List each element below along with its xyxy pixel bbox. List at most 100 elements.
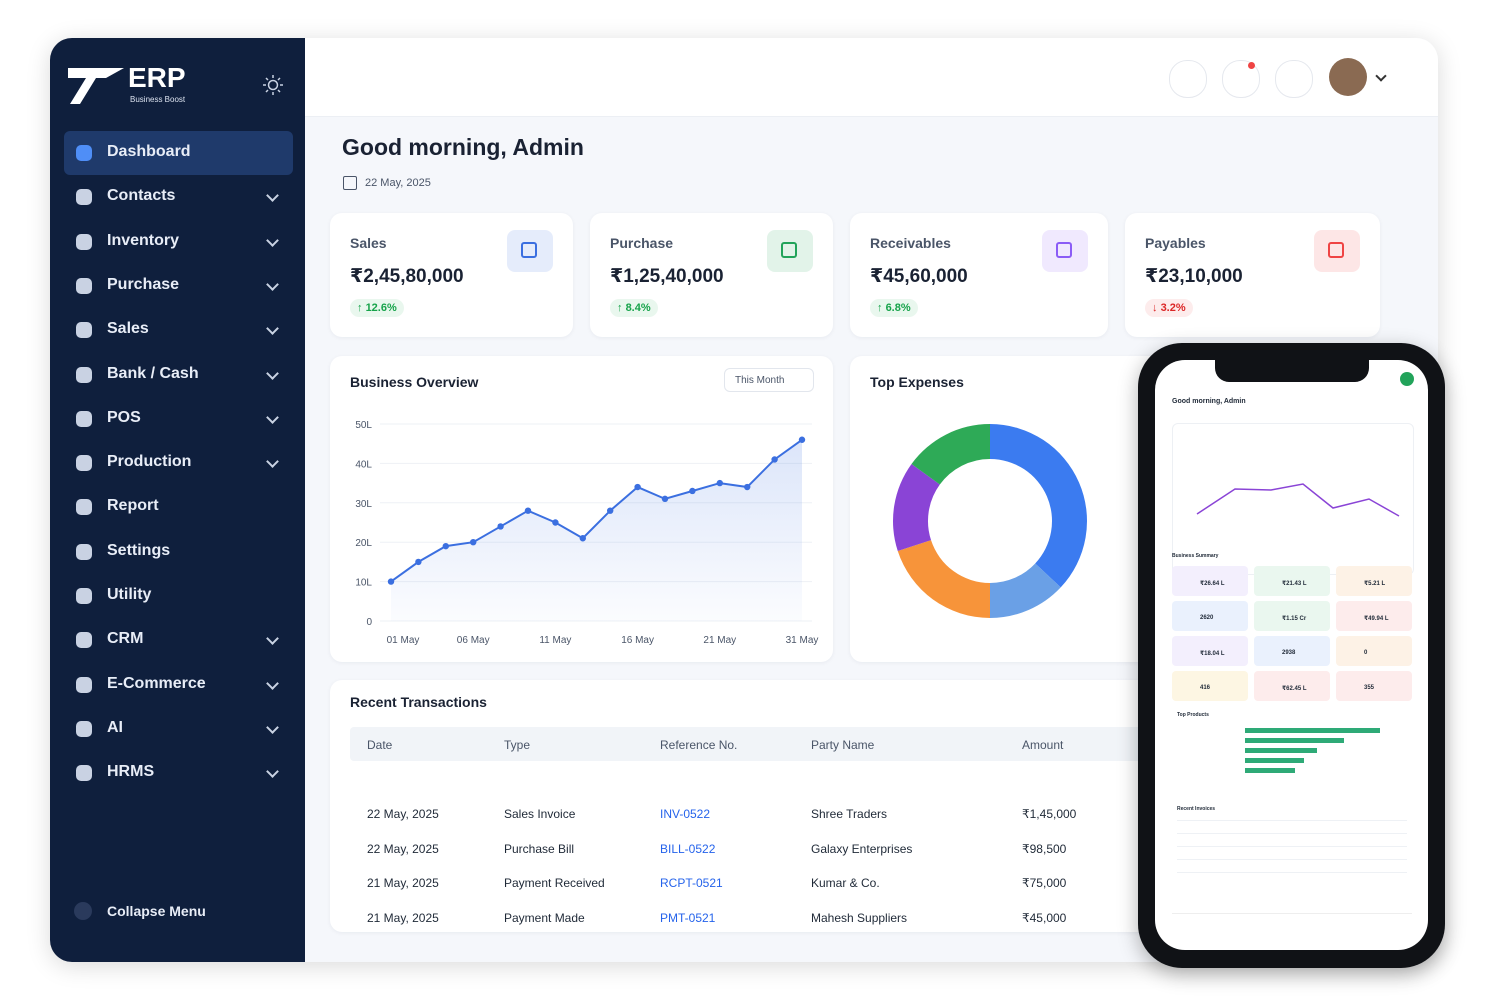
transactions-card: Recent Transactions Date Type Reference No… bbox=[330, 680, 1190, 932]
phone-summary-cell: ₹18.04 L bbox=[1172, 636, 1248, 666]
nav-item[interactable]: Purchase bbox=[107, 275, 180, 293]
nav-item[interactable]: Utility bbox=[107, 586, 152, 603]
nav-item[interactable]: HRMS bbox=[107, 763, 155, 781]
change-value: 3.2% bbox=[1160, 302, 1186, 314]
period-filter[interactable]: This Month bbox=[724, 368, 814, 392]
donut-slice bbox=[911, 424, 990, 485]
column-header: Reference No. bbox=[660, 738, 738, 752]
line-point bbox=[716, 479, 723, 487]
y-tick-label: 10L bbox=[355, 578, 372, 589]
kpi-icon bbox=[767, 230, 813, 272]
collapse-menu[interactable]: Collapse Menu bbox=[107, 903, 206, 919]
avatar[interactable] bbox=[1329, 58, 1367, 96]
date: 22 May, 2025 bbox=[365, 177, 431, 189]
kpi-change: ↑ 8.4% bbox=[610, 299, 658, 317]
nav-item[interactable]: E-Commerce bbox=[107, 674, 206, 692]
collapse-icon bbox=[74, 902, 92, 920]
theme-toggle[interactable] bbox=[262, 74, 284, 96]
notifications-button[interactable] bbox=[1222, 60, 1260, 98]
kpi-icon-glyph bbox=[1056, 242, 1072, 258]
nav-icon bbox=[76, 632, 92, 649]
phone-summary-cell: ₹1.15 Cr bbox=[1254, 601, 1330, 631]
kpi-label: Sales bbox=[350, 235, 387, 251]
nav-item[interactable]: Dashboard bbox=[107, 143, 191, 160]
kpi-value: ₹23,10,000 bbox=[1145, 266, 1243, 287]
nav-item[interactable]: Contacts bbox=[107, 187, 176, 205]
x-tick-label: 06 May bbox=[457, 635, 490, 646]
phone-summary-value: 0 bbox=[1364, 650, 1368, 656]
nav-item[interactable]: Bank / Cash bbox=[107, 364, 199, 382]
search-button[interactable] bbox=[1169, 60, 1207, 98]
nav-item[interactable]: Inventory bbox=[107, 231, 180, 249]
table-cell: ₹75,000 bbox=[1022, 876, 1067, 891]
table-cell: ₹1,45,000 bbox=[1022, 807, 1077, 821]
change-arrow: ↑ bbox=[877, 302, 886, 314]
kpi-icon bbox=[507, 230, 553, 272]
donut-slice bbox=[892, 463, 940, 551]
phone-summary-cell: ₹21.43 L bbox=[1254, 566, 1330, 596]
line-point bbox=[634, 483, 641, 491]
line-point bbox=[771, 456, 778, 463]
phone-mockup: Good morning, Admin Business Summary Top… bbox=[1138, 343, 1445, 968]
nav-item[interactable]: Report bbox=[107, 497, 159, 515]
y-tick-label: 20L bbox=[355, 538, 372, 549]
line-point bbox=[415, 558, 422, 566]
reference-link[interactable]: RCPT-0521 bbox=[660, 876, 723, 891]
phone-product-bar bbox=[1245, 748, 1317, 753]
table-cell: 22 May, 2025 bbox=[367, 807, 439, 821]
nav-icon bbox=[76, 189, 92, 206]
line-point bbox=[579, 535, 586, 542]
kpi-change: ↑ 6.8% bbox=[870, 299, 918, 317]
nav-item[interactable]: Production bbox=[107, 453, 192, 471]
reference-link[interactable]: BILL-0522 bbox=[660, 841, 716, 856]
phone-screen: Good morning, Admin Business Summary Top… bbox=[1155, 360, 1428, 950]
table-cell: 21 May, 2025 bbox=[367, 876, 439, 891]
phone-summary-value: 355 bbox=[1364, 685, 1375, 691]
active-highlight bbox=[64, 131, 293, 175]
nav-item[interactable]: POS bbox=[107, 408, 141, 426]
phone-invoice-row bbox=[1177, 833, 1407, 834]
reference-link[interactable]: INV-0522 bbox=[660, 807, 711, 821]
phone-product-bar bbox=[1245, 738, 1344, 743]
column-header: Amount bbox=[1022, 738, 1064, 752]
phone-avatar bbox=[1400, 372, 1414, 386]
nav-item[interactable]: AI bbox=[107, 718, 123, 736]
nav-icon bbox=[76, 322, 92, 339]
phone-summary-value: 2620 bbox=[1200, 615, 1214, 621]
y-tick-label: 40L bbox=[355, 459, 372, 470]
nav-icon bbox=[76, 145, 92, 161]
line-point bbox=[524, 507, 532, 514]
phone-notch bbox=[1215, 360, 1369, 382]
nav-item[interactable]: CRM bbox=[107, 630, 144, 648]
reference-link[interactable]: PMT-0521 bbox=[660, 911, 716, 926]
phone-invoices-title: Recent Invoices bbox=[1177, 806, 1216, 812]
table-header bbox=[350, 727, 1180, 761]
line-point bbox=[744, 483, 751, 491]
nav-icon bbox=[76, 277, 92, 294]
phone-summary-cell: 355 bbox=[1336, 671, 1412, 701]
donut-slice bbox=[897, 540, 990, 618]
phone-sales-chart bbox=[1196, 483, 1400, 517]
calendar-icon bbox=[343, 176, 357, 190]
logo-mark bbox=[68, 68, 124, 104]
kpi-change: ↓ 3.2% bbox=[1145, 299, 1193, 317]
kpi-change: ↑ 12.6% bbox=[350, 299, 404, 317]
table-cell: Galaxy Enterprises bbox=[811, 841, 913, 856]
column-header: Date bbox=[367, 738, 393, 752]
phone-summary-cell: 2620 bbox=[1172, 601, 1248, 631]
nav-item[interactable]: Settings bbox=[107, 541, 171, 559]
x-tick-label: 11 May bbox=[539, 635, 571, 646]
kpi-icon-glyph bbox=[521, 242, 537, 258]
phone-product-bar bbox=[1245, 758, 1304, 763]
theme-button[interactable] bbox=[1275, 60, 1313, 98]
nav-item[interactable]: Sales bbox=[107, 320, 149, 338]
chart-title: Top Expenses bbox=[870, 374, 964, 390]
donut-slice bbox=[990, 563, 1061, 618]
nav-icon bbox=[76, 366, 92, 383]
line bbox=[390, 438, 803, 583]
phone-summary-cell: ₹62.45 L bbox=[1254, 671, 1330, 701]
table-cell: ₹98,500 bbox=[1022, 841, 1067, 856]
greeting: Good morning, Admin bbox=[342, 134, 584, 160]
